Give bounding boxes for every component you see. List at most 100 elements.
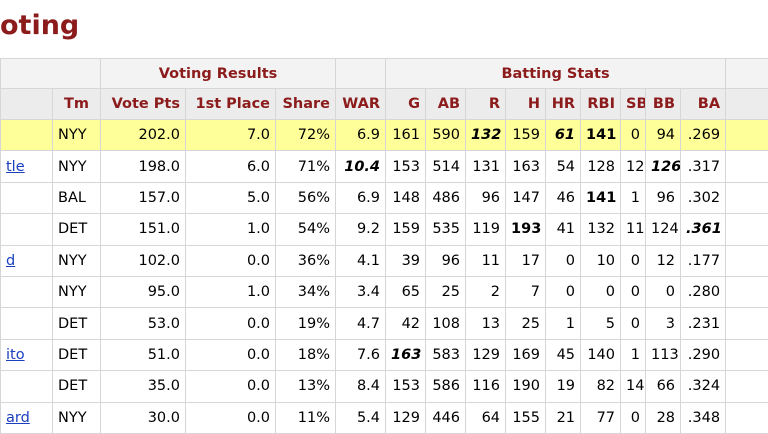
table-cell: 119 bbox=[466, 214, 506, 245]
table-cell: NYY bbox=[53, 120, 101, 151]
player-name[interactable]: d bbox=[1, 245, 53, 276]
table-cell: 193 bbox=[506, 214, 546, 245]
table-cell: 102.0 bbox=[101, 245, 186, 276]
table-cell: 54% bbox=[276, 214, 336, 245]
player-name[interactable]: ard bbox=[1, 402, 53, 433]
table-cell bbox=[726, 151, 768, 182]
player-name bbox=[1, 308, 53, 339]
table-cell: .302 bbox=[681, 182, 726, 213]
column-header: WAR bbox=[336, 89, 386, 120]
table-cell: .269 bbox=[681, 120, 726, 151]
table-cell: 0 bbox=[621, 308, 646, 339]
table-cell: 586 bbox=[426, 371, 466, 402]
table-cell: 46 bbox=[546, 182, 581, 213]
table-cell: 0.0 bbox=[186, 371, 276, 402]
table-cell: 13% bbox=[276, 371, 336, 402]
table-cell: 30.0 bbox=[101, 402, 186, 433]
table-cell: NYY bbox=[53, 402, 101, 433]
column-header: BA bbox=[681, 89, 726, 120]
table-cell: 5.0 bbox=[186, 182, 276, 213]
table-cell: .324 bbox=[681, 371, 726, 402]
column-header: Tm bbox=[53, 89, 101, 120]
table-cell: 1 bbox=[621, 339, 646, 370]
table-cell: 9.2 bbox=[336, 214, 386, 245]
table-cell: 129 bbox=[386, 402, 426, 433]
table-cell: 132 bbox=[466, 120, 506, 151]
group-header: Voting Results bbox=[101, 59, 336, 89]
table-cell: 13 bbox=[466, 308, 506, 339]
table-cell: 1.0 bbox=[186, 214, 276, 245]
table-cell: 0 bbox=[646, 276, 681, 307]
page-title: oting bbox=[0, 10, 79, 41]
table-cell: 96 bbox=[426, 245, 466, 276]
table-cell: 0 bbox=[621, 402, 646, 433]
table-cell: 1.0 bbox=[186, 276, 276, 307]
column-header: AB bbox=[426, 89, 466, 120]
column-header: G bbox=[386, 89, 426, 120]
table-cell bbox=[726, 182, 768, 213]
player-name[interactable]: tle bbox=[1, 151, 53, 182]
table-cell: 141 bbox=[581, 120, 621, 151]
table-cell: 7.6 bbox=[336, 339, 386, 370]
table-cell: 65 bbox=[386, 276, 426, 307]
table-cell: 11 bbox=[621, 214, 646, 245]
table-cell bbox=[726, 276, 768, 307]
group-spacer bbox=[726, 59, 768, 89]
table-cell: 3 bbox=[646, 308, 681, 339]
table-cell: 25 bbox=[506, 308, 546, 339]
player-name bbox=[1, 371, 53, 402]
column-header: Vote Pts bbox=[101, 89, 186, 120]
group-header: Batting Stats bbox=[386, 59, 726, 89]
table-cell: 0.0 bbox=[186, 402, 276, 433]
table-cell: 21 bbox=[546, 402, 581, 433]
player-name[interactable]: ito bbox=[1, 339, 53, 370]
table-cell: 132 bbox=[581, 214, 621, 245]
table-cell: 77 bbox=[581, 402, 621, 433]
table-cell: 0 bbox=[581, 276, 621, 307]
column-header: H bbox=[506, 89, 546, 120]
table-cell: 0 bbox=[621, 245, 646, 276]
table-cell: 96 bbox=[646, 182, 681, 213]
table-cell: 131 bbox=[466, 151, 506, 182]
table-cell: 71% bbox=[276, 151, 336, 182]
table-cell: 4.1 bbox=[336, 245, 386, 276]
table-cell: 535 bbox=[426, 214, 466, 245]
column-header: HR bbox=[546, 89, 581, 120]
table-cell: 128 bbox=[581, 151, 621, 182]
table-cell: 147 bbox=[506, 182, 546, 213]
table-cell: 159 bbox=[386, 214, 426, 245]
table-cell: 198.0 bbox=[101, 151, 186, 182]
table-cell: 11% bbox=[276, 402, 336, 433]
table-cell bbox=[726, 214, 768, 245]
table-cell: 108 bbox=[426, 308, 466, 339]
table-cell: 590 bbox=[426, 120, 466, 151]
table-cell: 18% bbox=[276, 339, 336, 370]
table-cell: 161 bbox=[386, 120, 426, 151]
player-name bbox=[1, 214, 53, 245]
table-cell: 14 bbox=[621, 371, 646, 402]
table-cell: 41 bbox=[546, 214, 581, 245]
group-spacer bbox=[1, 59, 101, 89]
table-cell: .177 bbox=[681, 245, 726, 276]
table-cell: 0 bbox=[621, 120, 646, 151]
table-cell: 151.0 bbox=[101, 214, 186, 245]
table-cell: 126 bbox=[646, 151, 681, 182]
table-cell: 54 bbox=[546, 151, 581, 182]
table-cell: 4.7 bbox=[336, 308, 386, 339]
table-cell: 94 bbox=[646, 120, 681, 151]
table-cell bbox=[726, 371, 768, 402]
table-cell bbox=[726, 402, 768, 433]
table-cell: NYY bbox=[53, 245, 101, 276]
table-cell: 3.4 bbox=[336, 276, 386, 307]
table-cell: .290 bbox=[681, 339, 726, 370]
table-cell: 148 bbox=[386, 182, 426, 213]
table-cell: 66 bbox=[646, 371, 681, 402]
table-cell: 95.0 bbox=[101, 276, 186, 307]
table-cell: 113 bbox=[646, 339, 681, 370]
column-header: SB bbox=[621, 89, 646, 120]
